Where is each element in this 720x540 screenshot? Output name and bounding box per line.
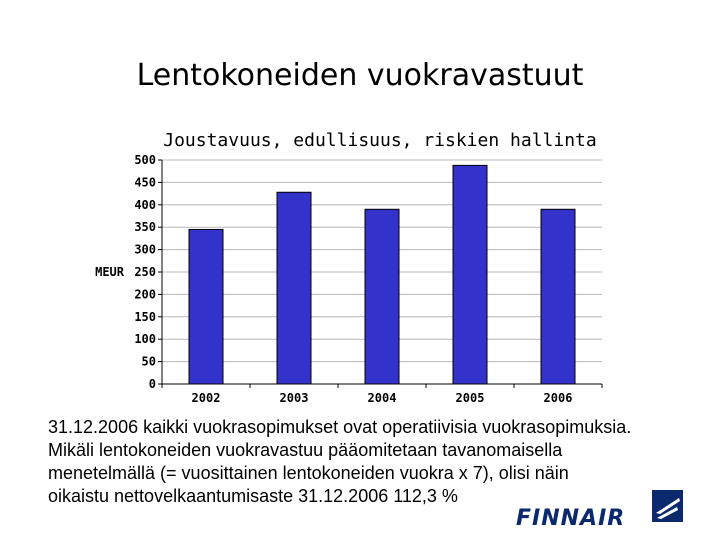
chart-bars — [188, 164, 576, 385]
bar-2002 — [188, 228, 224, 385]
y-tick-label: 500 — [134, 153, 156, 167]
y-tick-label: 350 — [134, 220, 156, 234]
y-axis-label: MEUR — [95, 265, 125, 279]
bar-2005 — [452, 164, 488, 385]
y-tick-label: 200 — [134, 287, 156, 301]
y-tick-label: 400 — [134, 198, 156, 212]
body-line: Mikäli lentokoneiden vuokravastuu pääomi… — [48, 440, 563, 460]
slide-title: Lentokoneiden vuokravastuut — [136, 58, 584, 93]
body-line: menetelmällä (= vuosittainen lentokoneid… — [48, 463, 569, 483]
y-tick-label: 300 — [134, 243, 156, 257]
chart-title: Joustavuus, edullisuus, riskien hallinta — [163, 130, 597, 151]
logo-wordmark: FINNAIR — [516, 506, 625, 530]
y-tick-label: 150 — [134, 310, 156, 324]
bar-2003 — [276, 191, 312, 385]
bar-2004 — [364, 208, 400, 385]
finnair-logo: FINNAIR — [516, 490, 683, 530]
body-line: oikaistu nettovelkaantumisaste 31.12.200… — [48, 486, 458, 506]
x-tick-label: 2003 — [280, 391, 309, 405]
x-tick-label: 2004 — [368, 391, 397, 405]
finnair-emblem-icon — [652, 490, 683, 522]
chart-labels: 0 50 100 150 200 250 300 350 400 450 500 MEUR 2002 20… — [95, 153, 572, 405]
bar-2006 — [540, 208, 576, 385]
y-tick-label: 250 — [134, 265, 156, 279]
x-tick-label: 2006 — [544, 391, 573, 405]
x-tick-label: 2005 — [456, 391, 485, 405]
x-tick-label: 2002 — [192, 391, 221, 405]
y-tick-label: 0 — [149, 377, 156, 391]
body-text: 31.12.2006 kaikki vuokrasopimukset ovat … — [48, 416, 708, 508]
body-line: 31.12.2006 kaikki vuokrasopimukset ovat … — [48, 417, 632, 437]
y-tick-label: 100 — [134, 332, 156, 346]
y-tick-label: 450 — [134, 175, 156, 189]
y-tick-label: 50 — [142, 355, 156, 369]
